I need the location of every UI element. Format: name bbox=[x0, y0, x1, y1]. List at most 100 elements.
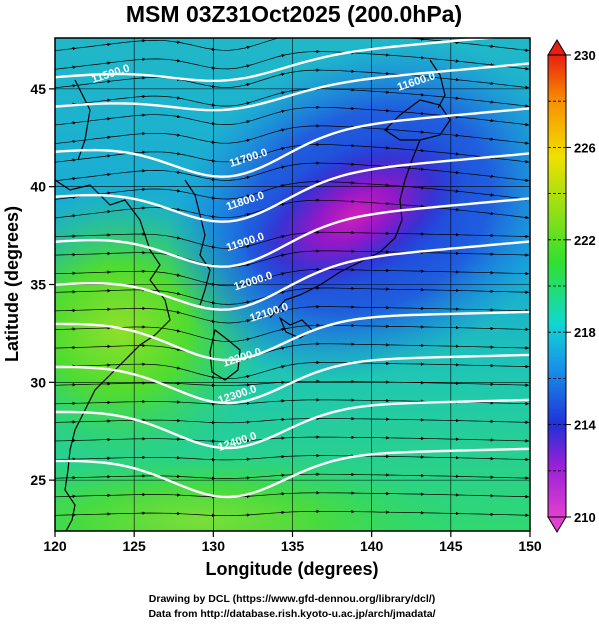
wind-arrow bbox=[279, 290, 286, 295]
colorbar-ticks: 210 214 218 222 226 230 bbox=[548, 48, 596, 525]
streamline bbox=[55, 125, 530, 144]
wind-arrow bbox=[244, 337, 251, 342]
wind-arrow bbox=[244, 281, 251, 286]
colorbar-tick-label: 226 bbox=[574, 140, 596, 155]
streamline bbox=[55, 269, 530, 287]
wind-arrow bbox=[279, 234, 286, 239]
wind-arrow bbox=[244, 300, 251, 304]
wind-arrow bbox=[70, 46, 77, 51]
wind-arrow bbox=[244, 263, 251, 267]
streamline bbox=[55, 473, 530, 479]
y-axis-label: Latitude (degrees) bbox=[2, 206, 22, 362]
wind-arrow bbox=[244, 45, 251, 50]
wind-arrow bbox=[175, 310, 181, 314]
wind-arrow bbox=[210, 214, 216, 219]
streamline bbox=[55, 361, 530, 380]
wind-arrow bbox=[210, 319, 216, 323]
y-tick-label: 25 bbox=[30, 472, 46, 488]
wind-arrow bbox=[210, 47, 216, 51]
height-contour-line bbox=[55, 197, 530, 268]
wind-arrow bbox=[70, 158, 77, 162]
wind-arrow bbox=[175, 58, 181, 63]
wind-arrow bbox=[105, 42, 111, 47]
chart-title: MSM 03Z31Oct2025 (200.0hPa) bbox=[126, 1, 462, 27]
wind-arrow bbox=[488, 137, 495, 141]
wind-arrow bbox=[70, 65, 77, 69]
wind-arrow bbox=[523, 141, 529, 145]
x-tick-label: 140 bbox=[360, 538, 384, 554]
cold-region-core bbox=[244, 134, 466, 296]
streamline bbox=[55, 455, 530, 461]
height-contour-line bbox=[55, 447, 530, 499]
wind-arrow bbox=[488, 118, 495, 123]
wind-arrow bbox=[175, 96, 181, 100]
wind-arrow bbox=[175, 329, 181, 333]
wind-arrow bbox=[105, 79, 111, 84]
wind-arrow bbox=[279, 146, 286, 151]
wind-arrow bbox=[488, 63, 495, 67]
x-tick-label: 150 bbox=[518, 538, 542, 554]
wind-arrow bbox=[175, 133, 181, 137]
wind-arrow bbox=[244, 244, 251, 249]
wind-arrow bbox=[210, 84, 216, 89]
streamline bbox=[55, 306, 530, 324]
wind-arrow bbox=[279, 54, 286, 58]
colorbar: 210 214 218 222 226 230 bbox=[547, 39, 596, 533]
wind-arrow bbox=[210, 196, 216, 200]
wind-arrow bbox=[523, 178, 529, 183]
wind-arrow bbox=[279, 327, 286, 332]
wind-streamlines bbox=[55, 38, 530, 518]
wind-arrow bbox=[175, 189, 181, 193]
wind-arrow bbox=[210, 177, 216, 182]
wind-arrow bbox=[175, 347, 181, 352]
height-contour-line bbox=[55, 38, 501, 83]
credit-data-source: Data from http://database.rish.kyoto-u.a… bbox=[148, 608, 435, 620]
wind-arrow bbox=[279, 309, 286, 313]
streamline bbox=[55, 231, 530, 249]
wind-arrow bbox=[244, 64, 251, 68]
y-tick-label: 35 bbox=[30, 277, 46, 293]
y-tick-label: 30 bbox=[30, 374, 46, 390]
wind-arrow bbox=[210, 121, 216, 126]
wind-arrow bbox=[488, 81, 495, 86]
wind-arrow bbox=[210, 140, 216, 144]
wind-arrow bbox=[279, 365, 286, 369]
wind-arrow bbox=[244, 82, 251, 87]
streamline bbox=[55, 436, 530, 442]
wind-arrow bbox=[105, 154, 111, 158]
wind-arrow bbox=[105, 135, 111, 140]
colorbar-tick-label: 214 bbox=[574, 418, 596, 433]
x-tick-label: 145 bbox=[439, 538, 463, 554]
wind-arrow bbox=[70, 214, 77, 218]
wind-arrow bbox=[279, 72, 286, 76]
wind-arrow bbox=[70, 176, 77, 181]
height-contour-line bbox=[55, 353, 530, 405]
streamline bbox=[55, 287, 530, 305]
x-axis-label: Longitude (degrees) bbox=[205, 559, 378, 579]
wind-arrow bbox=[279, 128, 286, 132]
wind-arrow bbox=[488, 193, 495, 197]
wind-arrow bbox=[105, 172, 111, 177]
wind-arrow bbox=[244, 374, 251, 379]
streamline bbox=[55, 51, 530, 70]
coastlines bbox=[55, 59, 451, 531]
colorbar-bottom-arrow bbox=[547, 516, 567, 533]
wind-arrow bbox=[175, 151, 181, 156]
wind-arrow bbox=[105, 117, 111, 121]
wind-arrow bbox=[488, 211, 495, 216]
wind-arrow bbox=[175, 236, 181, 240]
height-contour-line bbox=[55, 107, 530, 178]
wind-arrow bbox=[210, 300, 216, 305]
wind-arrow bbox=[210, 338, 216, 342]
streamline bbox=[55, 199, 530, 219]
wind-arrow bbox=[105, 61, 111, 65]
wind-arrow bbox=[105, 98, 111, 102]
x-axis-ticks: 120 125 130 135 140 145 150 bbox=[43, 531, 542, 554]
height-contour-line bbox=[55, 398, 530, 450]
wind-arrow bbox=[279, 184, 286, 188]
wind-arrow bbox=[279, 253, 286, 257]
wind-arrow bbox=[523, 67, 529, 71]
wind-arrow bbox=[523, 159, 529, 164]
wind-arrow bbox=[175, 366, 181, 370]
y-axis-ticks: 25 30 35 40 45 bbox=[30, 81, 55, 488]
